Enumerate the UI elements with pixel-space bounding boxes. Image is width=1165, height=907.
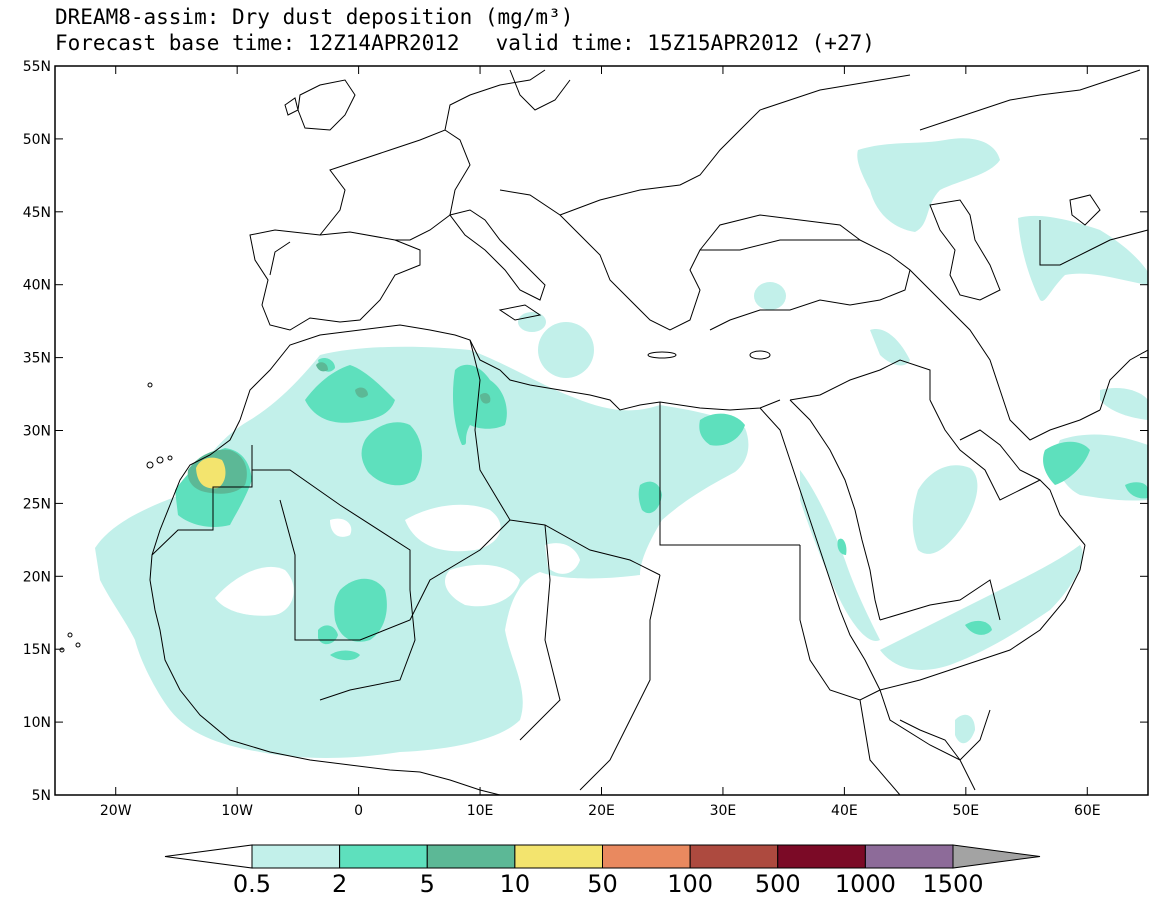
colorbar-swatch <box>689 844 779 869</box>
dust-level-0.5-2 <box>95 138 1148 758</box>
lon-label: 20W <box>100 803 132 819</box>
colorbar-label: 1000 <box>835 870 896 898</box>
colorbar-swatch <box>602 844 691 869</box>
valid-time: valid time: 15Z15APR2012 (+27) <box>495 31 875 55</box>
colorbar-label: 5 <box>420 870 435 898</box>
coastlines-and-borders <box>59 69 1148 795</box>
colorbar-swatch <box>426 844 516 869</box>
lat-label: 10N <box>23 715 51 731</box>
colorbar-label: 10 <box>500 870 531 898</box>
colorbar-label: 1500 <box>922 870 983 898</box>
forecast-base-time: Forecast base time: 12Z14APR2012 <box>55 31 460 55</box>
dust-gaps <box>215 504 580 616</box>
colorbar-label: 0.5 <box>233 870 271 898</box>
colorbar-swatch <box>339 844 428 869</box>
colorbar-swatch <box>777 844 866 869</box>
lat-label: 5N <box>32 788 51 804</box>
colorbar-swatch <box>251 844 341 869</box>
lat-label: 25N <box>23 496 51 512</box>
lat-label: 35N <box>23 351 51 367</box>
lat-label: 55N <box>23 59 51 75</box>
dust-level-10-50 <box>196 457 226 489</box>
lat-label: 15N <box>23 642 51 658</box>
lon-label: 10W <box>221 803 253 819</box>
colorbar-label: 50 <box>587 870 618 898</box>
colorbar: 0.5 2 5 10 50 100 500 1000 1500 <box>164 844 1041 898</box>
colorbar-under-triangle <box>164 844 253 869</box>
colorbar-swatch <box>514 844 603 869</box>
lon-label: 40E <box>831 803 858 819</box>
longitude-axis: 20W 10W 0 10E 20E 30E 40E 50E 60E <box>100 66 1101 819</box>
colorbar-label: 2 <box>332 870 347 898</box>
colorbar-swatch <box>864 844 954 869</box>
colorbar-label: 500 <box>755 870 801 898</box>
latitude-axis: 55N 50N 45N 40N 35N 30N 25N 20N 15N 10N 5N <box>23 59 1148 804</box>
lat-label: 20N <box>23 569 51 585</box>
lat-label: 50N <box>23 132 51 148</box>
lon-label: 20E <box>588 803 615 819</box>
lon-label: 30E <box>710 803 737 819</box>
map-title: DREAM8-assim: Dry dust deposition (mg/m³… <box>55 5 574 29</box>
lon-label: 10E <box>467 803 494 819</box>
colorbar-label: 100 <box>667 870 713 898</box>
lat-label: 30N <box>23 424 51 440</box>
map-subtitle: Forecast base time: 12Z14APR2012 valid ti… <box>55 32 875 54</box>
colorbar-over-triangle <box>952 844 1041 869</box>
lat-label: 40N <box>23 278 51 294</box>
lon-label: 60E <box>1074 803 1101 819</box>
lat-label: 45N <box>23 205 51 221</box>
lon-label: 0 <box>354 803 363 819</box>
lon-label: 50E <box>952 803 979 819</box>
